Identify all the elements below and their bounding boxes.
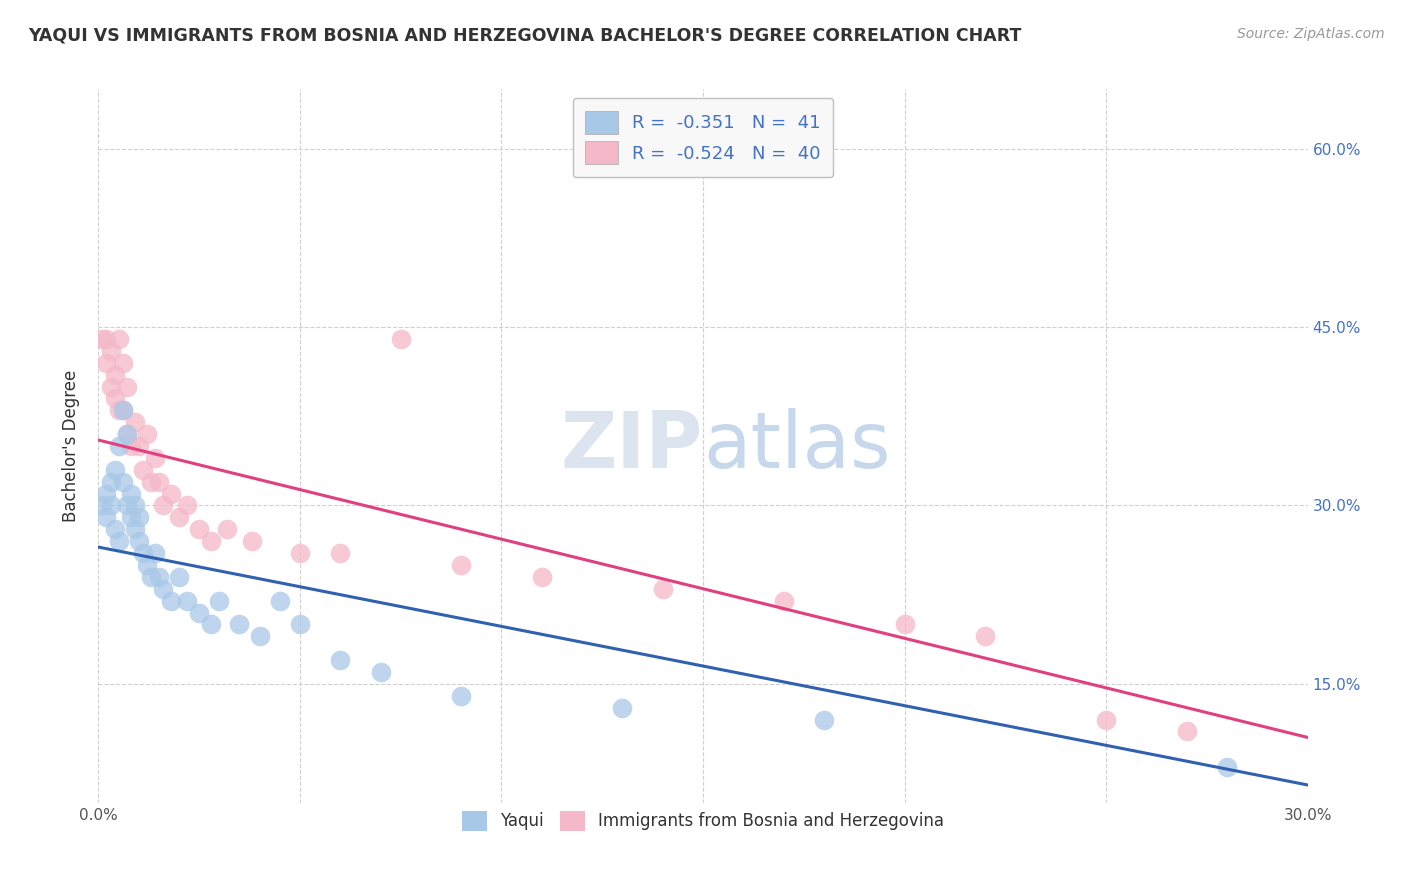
Point xyxy=(143,450,166,465)
Point xyxy=(200,534,222,549)
Point xyxy=(188,606,211,620)
Point xyxy=(217,522,239,536)
Point xyxy=(107,439,129,453)
Point xyxy=(148,570,170,584)
Point xyxy=(100,499,122,513)
Point xyxy=(120,486,142,500)
Point xyxy=(288,617,311,632)
Point xyxy=(107,534,129,549)
Point xyxy=(115,379,138,393)
Point xyxy=(107,332,129,346)
Text: YAQUI VS IMMIGRANTS FROM BOSNIA AND HERZEGOVINA BACHELOR'S DEGREE CORRELATION CH: YAQUI VS IMMIGRANTS FROM BOSNIA AND HERZ… xyxy=(28,27,1022,45)
Y-axis label: Bachelor's Degree: Bachelor's Degree xyxy=(62,370,80,522)
Point xyxy=(111,403,134,417)
Point xyxy=(200,617,222,632)
Point xyxy=(120,439,142,453)
Point xyxy=(772,593,794,607)
Point xyxy=(167,570,190,584)
Point xyxy=(91,332,114,346)
Point xyxy=(370,665,392,679)
Point xyxy=(100,379,122,393)
Point xyxy=(111,356,134,370)
Point xyxy=(152,499,174,513)
Point xyxy=(103,463,125,477)
Point xyxy=(974,629,997,643)
Point xyxy=(240,534,263,549)
Text: ZIP: ZIP xyxy=(561,408,703,484)
Point xyxy=(1175,724,1198,739)
Point xyxy=(176,499,198,513)
Point xyxy=(288,546,311,560)
Point xyxy=(139,475,162,489)
Point xyxy=(103,392,125,406)
Point xyxy=(124,522,146,536)
Point xyxy=(100,475,122,489)
Point xyxy=(188,522,211,536)
Point xyxy=(249,629,271,643)
Point xyxy=(103,522,125,536)
Point xyxy=(111,403,134,417)
Point xyxy=(132,546,155,560)
Legend: Yaqui, Immigrants from Bosnia and Herzegovina: Yaqui, Immigrants from Bosnia and Herzeg… xyxy=(449,797,957,845)
Point xyxy=(107,403,129,417)
Point xyxy=(124,415,146,429)
Point xyxy=(329,653,352,667)
Point xyxy=(111,475,134,489)
Text: atlas: atlas xyxy=(703,408,890,484)
Text: Source: ZipAtlas.com: Source: ZipAtlas.com xyxy=(1237,27,1385,41)
Point xyxy=(115,499,138,513)
Point xyxy=(152,582,174,596)
Point xyxy=(96,356,118,370)
Point xyxy=(96,332,118,346)
Point xyxy=(132,463,155,477)
Point xyxy=(128,534,150,549)
Point xyxy=(128,510,150,524)
Point xyxy=(148,475,170,489)
Point xyxy=(329,546,352,560)
Point xyxy=(100,343,122,358)
Point xyxy=(103,368,125,382)
Point xyxy=(530,570,553,584)
Point xyxy=(139,570,162,584)
Point xyxy=(208,593,231,607)
Point xyxy=(96,510,118,524)
Point xyxy=(1216,760,1239,774)
Point xyxy=(651,582,673,596)
Point xyxy=(96,486,118,500)
Point xyxy=(160,593,183,607)
Point xyxy=(135,558,157,572)
Point xyxy=(167,510,190,524)
Point xyxy=(135,427,157,442)
Point xyxy=(176,593,198,607)
Point xyxy=(1095,713,1118,727)
Point xyxy=(893,617,915,632)
Point xyxy=(120,510,142,524)
Point xyxy=(128,439,150,453)
Point xyxy=(228,617,250,632)
Point xyxy=(612,700,634,714)
Point xyxy=(269,593,291,607)
Point xyxy=(389,332,412,346)
Point xyxy=(143,546,166,560)
Point xyxy=(160,486,183,500)
Point xyxy=(91,499,114,513)
Point xyxy=(115,427,138,442)
Point xyxy=(450,558,472,572)
Point xyxy=(115,427,138,442)
Point xyxy=(813,713,835,727)
Point xyxy=(124,499,146,513)
Point xyxy=(450,689,472,703)
